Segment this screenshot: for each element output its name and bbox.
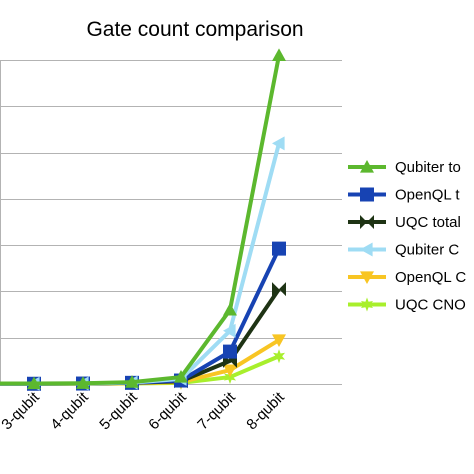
legend: Qubiter to OpenQL t UQC total Qubiter C Open… xyxy=(348,159,466,314)
series-lines xyxy=(0,48,286,391)
series-0-point-2 xyxy=(76,376,90,389)
legend-item-1: OpenQL t xyxy=(348,187,460,204)
series-0-point-3 xyxy=(125,375,139,388)
x-tick-label-1: 3-qubit xyxy=(0,388,43,433)
x-tick-label-6: 8-qubit xyxy=(243,388,288,433)
legend-item-0: Qubiter to xyxy=(348,159,461,176)
series-0-point-1 xyxy=(27,376,41,390)
series-0-point-4 xyxy=(174,370,188,383)
series-2 xyxy=(0,282,286,391)
legend-item-4: OpenQL C xyxy=(348,269,466,286)
legend-swatch-marker-1 xyxy=(360,187,374,202)
series-line-4 xyxy=(0,338,281,386)
series-1-point-6 xyxy=(272,241,286,256)
legend-item-5: UQC CNO xyxy=(348,297,466,314)
legend-swatch-marker-0 xyxy=(360,160,374,173)
legend-swatch-marker-4 xyxy=(360,271,374,284)
legend-swatch-marker-2 xyxy=(360,215,374,229)
series-3-point-6 xyxy=(272,136,285,151)
legend-label-1: OpenQL t xyxy=(395,187,460,204)
chart-title: Gate count comparison xyxy=(86,18,303,41)
series-4-point-5 xyxy=(223,364,237,378)
x-tick-label-2: 4-qubit xyxy=(47,388,92,433)
legend-label-0: Qubiter to xyxy=(395,159,461,176)
legend-label-3: Qubiter C xyxy=(395,242,459,259)
legend-label-4: OpenQL C xyxy=(395,269,466,286)
series-3-point-5 xyxy=(223,323,236,338)
x-tick-label-3: 5-qubit xyxy=(96,388,141,433)
x-tick-label-5: 7-qubit xyxy=(194,388,239,433)
series-1 xyxy=(0,241,286,391)
series-1-point-5 xyxy=(223,344,237,359)
series-0 xyxy=(0,48,286,390)
series-5-point-6 xyxy=(272,349,286,364)
legend-item-2: UQC total xyxy=(348,214,461,231)
series-2-point-6 xyxy=(272,282,286,297)
legend-label-5: UQC CNO xyxy=(395,297,466,314)
series-4-point-6 xyxy=(272,334,286,348)
x-tick-label-4: 6-qubit xyxy=(145,388,190,433)
series-0-point-6 xyxy=(272,48,286,61)
x-tick-labels: -qubit3-qubit4-qubit5-qubit6-qubit7-qubi… xyxy=(0,388,288,433)
legend-item-3: Qubiter C xyxy=(348,242,459,259)
grid xyxy=(0,60,342,385)
legend-label-2: UQC total xyxy=(395,214,461,231)
legend-swatch-marker-5 xyxy=(360,297,374,312)
legend-swatch-marker-3 xyxy=(360,242,373,257)
series-0-point-5 xyxy=(223,302,237,316)
series-3 xyxy=(0,136,285,391)
